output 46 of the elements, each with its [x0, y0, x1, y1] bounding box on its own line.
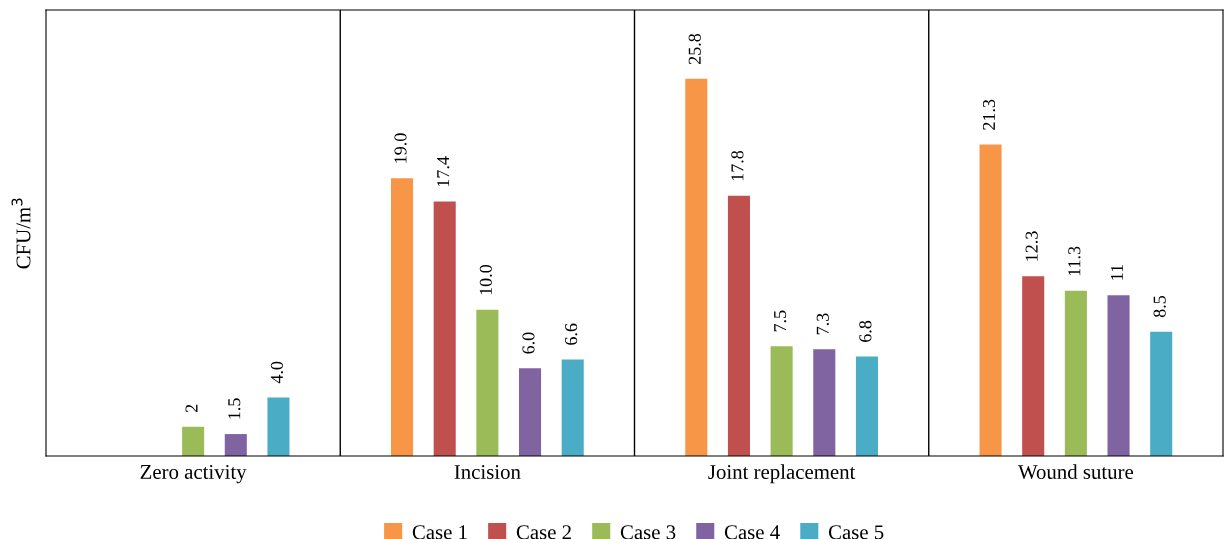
bar: [182, 426, 205, 456]
bar: [391, 178, 414, 456]
data-label: 17.4: [437, 156, 450, 187]
bar: [979, 144, 1002, 456]
bar: [1022, 276, 1045, 456]
bar: [224, 434, 247, 456]
data-label: 11.3: [1068, 246, 1081, 276]
bar: [1150, 331, 1173, 456]
bar: [1107, 295, 1130, 456]
data-label: 6.6: [565, 323, 578, 345]
data-label: 25.8: [688, 33, 701, 65]
bar: [519, 368, 542, 456]
bar: [1064, 290, 1087, 456]
data-label: 2: [185, 404, 198, 413]
legend-label: Case 3: [620, 525, 676, 539]
x-tick-label: Wound suture: [1018, 464, 1134, 480]
bar: [267, 397, 290, 456]
data-label: 7.3: [816, 313, 829, 335]
data-label: 17.8: [731, 150, 744, 181]
bar: [685, 78, 708, 456]
data-label: 21.3: [982, 99, 996, 130]
legend-label: Case 1: [412, 525, 467, 539]
x-tick-label: Joint replacement: [708, 464, 856, 484]
data-label: 4.0: [270, 361, 284, 384]
data-label: 12.3: [1025, 231, 1038, 261]
data-label: 6.0: [522, 332, 535, 354]
bar: [855, 356, 878, 456]
data-label: 8.5: [1153, 295, 1166, 318]
bar: [476, 309, 499, 456]
bar: [813, 349, 836, 456]
data-label: 1.5: [228, 398, 241, 419]
legend-label: Case 5: [828, 525, 884, 539]
bar: [561, 359, 584, 456]
data-label: 7.5: [774, 310, 787, 332]
y-axis-title: CFU/m$^{3}$: [11, 198, 31, 269]
legend-label: Case 4: [724, 525, 780, 539]
x-tick-label: Incision: [454, 464, 521, 479]
x-tick-label: Zero activity: [140, 464, 247, 484]
data-label: 11: [1110, 264, 1123, 280]
data-label: 10.0: [479, 264, 492, 295]
bar: [433, 201, 456, 456]
legend-label: Case 2: [516, 525, 571, 539]
bar: [727, 195, 750, 456]
data-label: 6.8: [859, 320, 872, 342]
bar: [770, 346, 793, 456]
data-label: 19.0: [394, 133, 407, 163]
